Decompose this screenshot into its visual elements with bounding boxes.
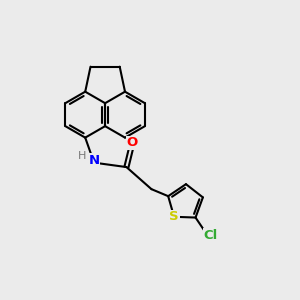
Text: H: H xyxy=(77,151,86,161)
Text: Cl: Cl xyxy=(204,229,218,242)
Text: N: N xyxy=(88,154,100,167)
Text: S: S xyxy=(169,210,179,223)
Text: O: O xyxy=(127,136,138,149)
